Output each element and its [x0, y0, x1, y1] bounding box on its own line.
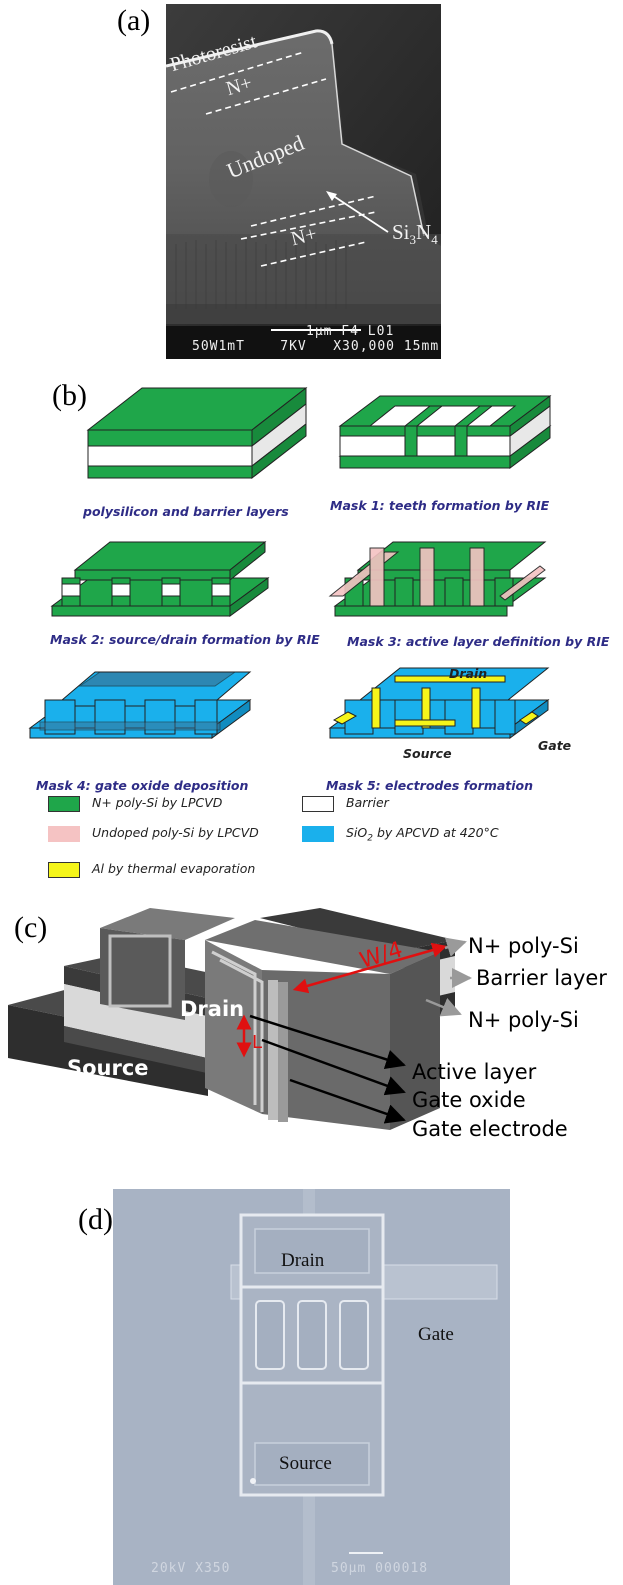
legend-swatch-al — [48, 862, 80, 878]
sem-info-text: 50W1mT 7KV X30,000 15mm — [192, 339, 440, 354]
legend-sio2-text: SiO2 by APCVD at 420°C — [346, 825, 499, 844]
step1-layer-stack — [86, 386, 308, 480]
c-source-label: Source — [67, 1056, 149, 1080]
d-footer-right: 50µm 000018 — [331, 1561, 429, 1576]
b-source-label: Source — [403, 746, 452, 761]
step6-electrodes — [328, 667, 550, 739]
panel-b-label: (b) — [52, 379, 87, 412]
sem-cross-section-drawing — [166, 4, 441, 359]
step3-source-drain — [50, 540, 270, 617]
annotation-gate-oxide: Gate oxide — [412, 1088, 526, 1112]
c-drain-label: Drain — [180, 997, 245, 1021]
annotation-n-plus-top: N+ poly-Si — [468, 934, 579, 958]
d-drain-label: Drain — [281, 1250, 325, 1271]
d-gate-label: Gate — [418, 1324, 454, 1345]
step4-active-layer — [328, 541, 547, 617]
step-caption-3: Mask 2: source/drain formation by RIE — [50, 632, 320, 647]
panel-d-sem-image: Drain Gate Source 20kV X350 50µm 000018 — [113, 1189, 510, 1585]
legend-undoped-text: Undoped poly-Si by LPCVD — [92, 825, 259, 840]
step-caption-1: polysilicon and barrier layers — [83, 504, 289, 519]
legend-barrier-text: Barrier — [346, 795, 389, 810]
annotation-active-layer: Active layer — [412, 1060, 537, 1084]
annotation-barrier-layer: Barrier layer — [476, 966, 607, 990]
step-caption-2: Mask 1: teeth formation by RIE — [330, 498, 550, 513]
materials-legend: N+ poly-Si by LPCVD Barrier Undoped poly… — [0, 792, 623, 882]
legend-swatch-n-plus-poly — [48, 796, 80, 812]
legend-al-text: Al by thermal evaporation — [92, 861, 256, 876]
d-source-label: Source — [279, 1453, 332, 1474]
step-caption-4: Mask 3: active layer definition by RIE — [347, 634, 610, 649]
panel-d-label: (d) — [78, 1203, 113, 1236]
sem-scale-text: 1µm F4 L01 — [306, 324, 395, 339]
legend-swatch-sio2 — [302, 826, 334, 842]
panel-a-label: (a) — [117, 4, 151, 37]
step-caption-6: Mask 5: electrodes formation — [326, 778, 534, 793]
annotation-gate-electrode: Gate electrode — [412, 1117, 568, 1141]
step-caption-5: Mask 4: gate oxide deposition — [36, 778, 249, 793]
annotation-n-plus-bottom: N+ poly-Si — [468, 1008, 579, 1032]
process-flow-drawings — [28, 386, 552, 739]
legend-swatch-barrier-box — [302, 796, 334, 812]
b-gate-label: Gate — [538, 738, 572, 753]
d-footer-left: 20kV X350 — [151, 1561, 231, 1576]
panel-a-sem-image: Photoresist N+ Undoped N+ Si3N4 1µm F4 L… — [166, 4, 441, 359]
c-l-label: L — [252, 1032, 263, 1053]
panel-c-label: (c) — [14, 911, 48, 944]
step2-teeth — [338, 395, 552, 469]
device-3d-drawing — [8, 908, 472, 1130]
legend-swatch-undoped — [48, 826, 80, 842]
sem-top-view-drawing — [113, 1189, 510, 1585]
step5-gate-oxide — [28, 671, 252, 739]
legend-n-plus-text: N+ poly-Si by LPCVD — [92, 795, 223, 810]
si3n4-label: Si3N4 — [392, 220, 438, 248]
b-drain-label: Drain — [449, 666, 488, 681]
